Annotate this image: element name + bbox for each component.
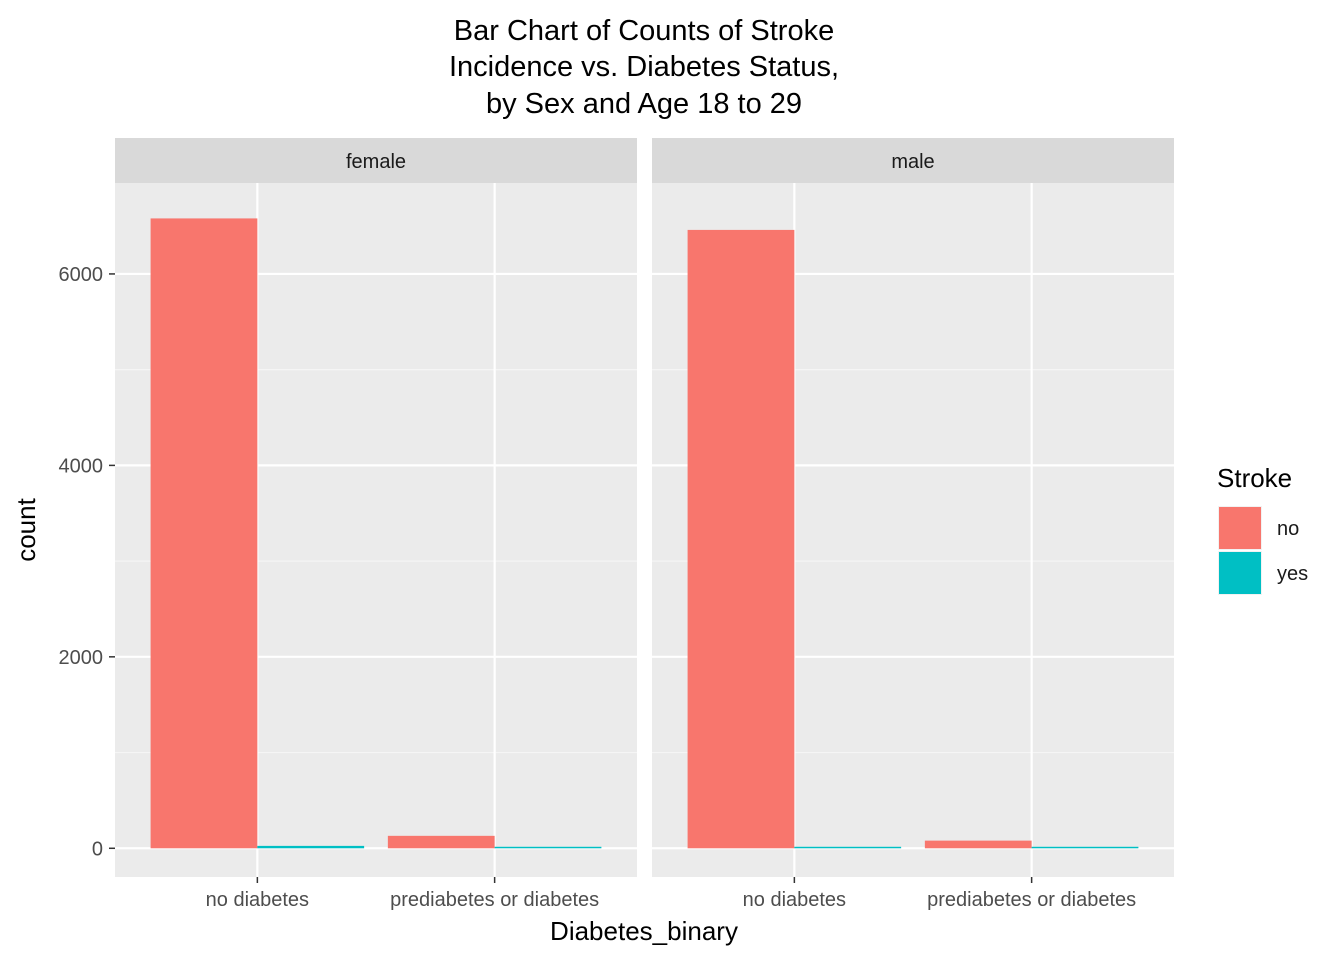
- bar-male-no-0: [687, 229, 795, 849]
- legend-label-yes: yes: [1277, 563, 1308, 585]
- bar-female-yes-0: [257, 845, 365, 849]
- y-axis-title: count: [11, 497, 41, 561]
- bar-male-yes-0: [794, 846, 902, 849]
- y-tick-label: 2000: [59, 647, 104, 669]
- x-tick-label: prediabetes or diabetes: [390, 889, 599, 911]
- facet-strip-label: female: [346, 151, 406, 173]
- legend-title: Stroke: [1217, 463, 1292, 493]
- legend-key-no: [1219, 507, 1261, 549]
- chart-title: Bar Chart of Counts of Stroke Incidence …: [449, 15, 839, 120]
- bar-female-no-1: [387, 835, 495, 849]
- x-tick-label: no diabetes: [743, 889, 846, 911]
- chart-title-line-1: Bar Chart of Counts of Stroke: [454, 15, 834, 47]
- facet-panel-male: male no diabetes prediabetes or diabetes: [652, 138, 1174, 911]
- bar-male-no-1: [924, 840, 1032, 849]
- legend: Stroke no yes: [1217, 463, 1308, 595]
- x-tick-label: no diabetes: [206, 889, 309, 911]
- facet-strip-female: [115, 138, 637, 183]
- y-axis: 0 2000 4000 6000: [59, 264, 115, 860]
- x-axis-title: Diabetes_binary: [550, 916, 738, 946]
- y-tick-label: 0: [92, 838, 103, 860]
- chart-title-line-2: Incidence vs. Diabetes Status,: [449, 51, 839, 83]
- facet-strip-male: [652, 138, 1174, 183]
- x-tick-label: prediabetes or diabetes: [927, 889, 1136, 911]
- bar-female-no-0: [150, 218, 258, 849]
- chart-title-line-3: by Sex and Age 18 to 29: [486, 88, 802, 120]
- facet-strip-label: male: [891, 151, 934, 173]
- facet-panels: female no diabetes prediabetes or diabetes…: [115, 138, 1174, 911]
- y-tick-label: 6000: [59, 264, 104, 286]
- bar-female-yes-1: [494, 846, 602, 849]
- y-tick-label: 4000: [59, 455, 104, 477]
- bar-male-yes-1: [1031, 846, 1139, 849]
- legend-key-yes: [1219, 552, 1261, 594]
- legend-label-no: no: [1277, 518, 1299, 540]
- facet-panel-female: female no diabetes prediabetes or diabetes: [115, 138, 637, 911]
